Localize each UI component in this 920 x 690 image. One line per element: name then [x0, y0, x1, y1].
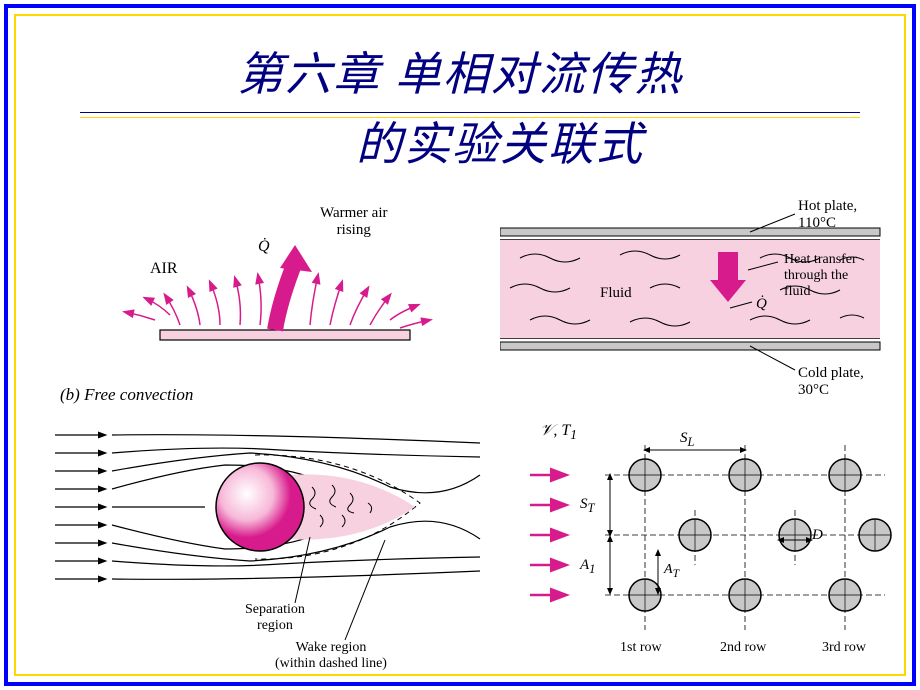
heat-transfer-label: Heat transferthrough thefluid [784, 252, 857, 300]
fig-free-convection [80, 190, 460, 380]
row3-label: 3rd row [822, 640, 866, 656]
cold-plate-label: Cold plate, 30°C [798, 365, 880, 399]
slide-content: 第六章 单相对流传热 的实验关联式 [20, 20, 900, 670]
d-label: D [812, 527, 823, 544]
wake-label: Wake region(within dashed line) [275, 640, 387, 672]
free-conv-caption: (b) Free convection [60, 385, 193, 405]
a1-label: A1 [580, 557, 595, 577]
vt-label: 𝒱, T1 [540, 422, 577, 443]
q-label-b: Q̇ [756, 296, 767, 313]
air-label: AIR [150, 260, 178, 278]
title-rule-gold [80, 117, 860, 118]
at-label: AT [664, 562, 679, 580]
q-label-a: Q̇ [258, 238, 270, 256]
row1-label: 1st row [620, 640, 662, 656]
separation-label: Separationregion [245, 602, 305, 634]
diagram-area: AIR Warmer airrising Q̇ (b) Free convect… [40, 190, 880, 660]
fig-tube-bank [520, 415, 910, 665]
sl-label: SL [680, 430, 694, 450]
warmer-air-label: Warmer airrising [320, 205, 388, 239]
row2-label: 2nd row [720, 640, 766, 656]
fluid-label: Fluid [600, 285, 632, 302]
st-label: ST [580, 496, 594, 516]
fig-flow-cylinder [50, 415, 500, 675]
hot-plate-label: Hot plate, 110°C [798, 198, 880, 232]
title-rule-blue [80, 112, 860, 113]
title-line1: 第六章 单相对流传热 [20, 38, 900, 104]
